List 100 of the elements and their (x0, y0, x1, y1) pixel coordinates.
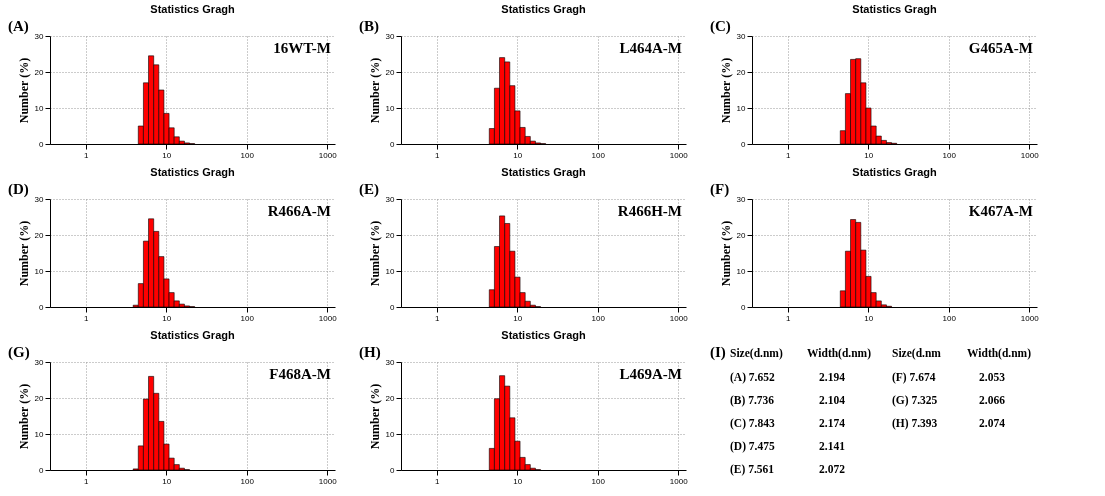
x-tick-label: 10 (162, 476, 172, 486)
text: (G) 7.325 (892, 394, 938, 407)
y-tick-label: 20 (34, 393, 45, 403)
annotation: G465A-M (968, 40, 1033, 56)
chart-title: Statistics Gragh (150, 3, 235, 15)
y-tick-label: 30 (385, 357, 396, 367)
annotation: L469A-M (619, 366, 682, 382)
annotation: R466H-M (617, 203, 682, 219)
text: Width(d.nm) (967, 347, 1032, 360)
x-tick-label: 10 (864, 313, 874, 323)
text: 2.074 (979, 417, 1006, 429)
x-tick-label: 100 (240, 476, 255, 486)
text: (B) 7.736 (730, 394, 775, 407)
x-tick-label: 1 (83, 150, 89, 160)
x-tick-label: 100 (591, 476, 606, 486)
annotation: F468A-M (269, 366, 331, 382)
text: 2.141 (819, 440, 846, 452)
x-tick-label: 100 (240, 313, 255, 323)
y-tick-label: 20 (385, 67, 396, 77)
text: (E) (359, 181, 379, 198)
x-tick-label: 1 (83, 313, 89, 323)
y-tick-label: 0 (39, 139, 45, 149)
text: (C) 7.843 (730, 417, 775, 430)
y-tick-label: 10 (385, 103, 396, 113)
y-tick-label: 20 (385, 393, 396, 403)
y-tick-label: 10 (736, 103, 747, 113)
text: (E) 7.561 (730, 463, 775, 476)
x-tick-label: 10 (162, 150, 172, 160)
x-tick-label: 100 (942, 150, 957, 160)
x-tick-label: 1 (434, 150, 440, 160)
text: (C) (710, 18, 731, 35)
annotation: R466A-M (267, 203, 331, 219)
text: (A) 7.652 (730, 371, 775, 384)
y-tick-label: 30 (34, 194, 45, 204)
y-axis-title: Number (%) (367, 383, 382, 450)
y-tick-label: 30 (385, 31, 396, 41)
text: (A) (8, 18, 29, 35)
chart-title: Statistics Gragh (852, 3, 937, 15)
text: 2.104 (819, 394, 846, 406)
y-tick-label: 0 (390, 302, 396, 312)
text: Size(d.nm) (730, 347, 783, 360)
y-axis-title: Number (%) (16, 57, 31, 124)
x-tick-label: 10 (513, 313, 523, 323)
chart-title: Statistics Gragh (150, 329, 235, 341)
y-tick-label: 0 (390, 465, 396, 475)
chart-title: Statistics Gragh (852, 166, 937, 178)
y-tick-label: 20 (736, 67, 747, 77)
chart-title: Statistics Gragh (150, 166, 235, 178)
y-tick-label: 30 (34, 31, 45, 41)
annotation: K467A-M (968, 203, 1033, 219)
text: 2.066 (979, 394, 1006, 406)
y-axis-title: Number (%) (718, 220, 733, 287)
y-tick-label: 20 (34, 230, 45, 240)
y-tick-label: 0 (741, 139, 747, 149)
x-tick-label: 10 (513, 150, 523, 160)
text: (H) (359, 344, 381, 361)
text: (F) 7.674 (892, 371, 936, 384)
text: 2.053 (979, 371, 1006, 383)
text: (G) (8, 344, 30, 361)
x-tick-label: 1000 (318, 476, 338, 486)
text: (D) (8, 181, 29, 198)
y-tick-label: 0 (39, 302, 45, 312)
annotation: 16WT-M (273, 40, 331, 56)
y-tick-label: 20 (736, 230, 747, 240)
chart-title: Statistics Gragh (501, 3, 586, 15)
y-tick-label: 10 (34, 266, 45, 276)
y-axis-title: Number (%) (16, 220, 31, 287)
text: (B) (359, 18, 379, 35)
y-tick-label: 0 (39, 465, 45, 475)
x-tick-label: 1 (785, 150, 791, 160)
x-tick-label: 1 (434, 313, 440, 323)
x-tick-label: 1000 (318, 150, 338, 160)
text: (D) 7.475 (730, 440, 775, 453)
text: Width(d.nm) (807, 347, 872, 360)
x-tick-label: 10 (513, 476, 523, 486)
x-tick-label: 100 (240, 150, 255, 160)
y-tick-label: 0 (390, 139, 396, 149)
y-tick-label: 10 (34, 429, 45, 439)
y-tick-label: 30 (736, 194, 747, 204)
x-tick-label: 1000 (1020, 313, 1040, 323)
x-tick-label: 1000 (318, 313, 338, 323)
text: 2.174 (819, 417, 846, 429)
x-tick-label: 1000 (669, 313, 689, 323)
chart-title: Statistics Gragh (501, 166, 586, 178)
text: (I) (710, 344, 726, 361)
y-axis-title: Number (%) (367, 220, 382, 287)
x-tick-label: 1000 (669, 476, 689, 486)
text: (F) (710, 181, 730, 198)
x-tick-label: 100 (591, 313, 606, 323)
y-tick-label: 30 (34, 357, 45, 367)
chart-title: Statistics Gragh (501, 329, 586, 341)
x-tick-label: 10 (162, 313, 172, 323)
y-tick-label: 20 (385, 230, 396, 240)
y-axis-title: Number (%) (367, 57, 382, 124)
y-tick-label: 10 (385, 429, 396, 439)
y-tick-label: 30 (385, 194, 396, 204)
x-tick-label: 1 (434, 476, 440, 486)
text: (H) 7.393 (892, 417, 938, 430)
x-tick-label: 1 (83, 476, 89, 486)
y-axis-title: Number (%) (718, 57, 733, 124)
